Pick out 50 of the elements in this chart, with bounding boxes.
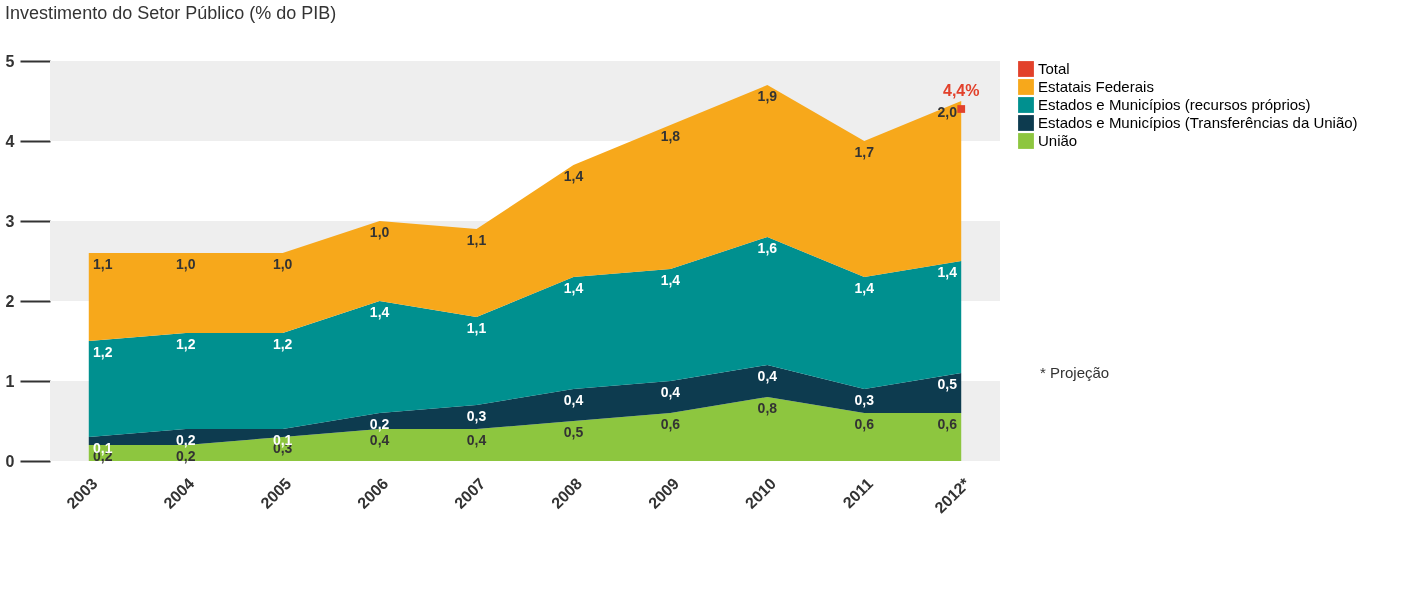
legend-label: Total	[1038, 60, 1070, 77]
data-label: 1,9	[757, 88, 778, 104]
legend-label: Estados e Municípios (recursos próprios)	[1038, 96, 1311, 113]
legend-label: União	[1038, 132, 1078, 149]
data-label: 0,5	[563, 424, 584, 440]
data-label: 1,1	[466, 232, 487, 248]
y-tick-label: 5	[5, 52, 15, 70]
data-label: 0,4	[466, 432, 487, 448]
y-tick-label: 3	[5, 212, 15, 230]
data-label: 0,4	[660, 384, 681, 400]
data-label: 0,5	[937, 376, 958, 392]
data-label: 1,8	[660, 128, 681, 144]
data-label: 1,4	[563, 168, 584, 184]
data-label: 1,4	[369, 304, 390, 320]
data-label: 0,4	[369, 432, 390, 448]
data-label: 0,2	[175, 432, 196, 448]
data-label: 1,4	[563, 280, 584, 296]
data-label: 0,4	[563, 392, 584, 408]
data-label: 1,6	[757, 240, 778, 256]
data-label: 2,0	[937, 104, 958, 120]
data-label: 1,4	[660, 272, 681, 288]
y-tick-label: 0	[5, 452, 15, 470]
data-label: 0,2	[175, 448, 196, 464]
data-label: 1,2	[175, 336, 196, 352]
legend-label: Estados e Municípios (Transferências da União)	[1038, 114, 1358, 131]
y-tick-label: 2	[5, 292, 15, 310]
data-label: 4,4%	[942, 82, 980, 99]
data-label: 1,0	[175, 256, 196, 272]
data-label: 0,6	[660, 416, 681, 432]
data-label: 1,0	[369, 224, 390, 240]
data-label: 0,3	[854, 392, 875, 408]
data-label: 0,2	[369, 416, 390, 432]
data-label: 1,1	[466, 320, 487, 336]
data-label: 1,2	[272, 336, 293, 352]
data-label: 0,6	[854, 416, 875, 432]
chart-title: Investimento do Setor Público (% do PIB)	[5, 3, 337, 23]
data-label: 0,4	[757, 368, 778, 384]
data-label: 1,4	[937, 264, 958, 280]
y-tick-label: 4	[5, 132, 15, 150]
data-label: 0,6	[937, 416, 958, 432]
data-label: 0,8	[757, 400, 778, 416]
legend-label: Estatais Federais	[1038, 78, 1154, 95]
text: * Projeção	[1040, 364, 1110, 381]
data-label: 1,1	[93, 256, 113, 272]
y-tick-label: 1	[5, 372, 15, 390]
data-label: 1,2	[93, 344, 113, 360]
data-label: 1,7	[854, 144, 875, 160]
data-label: 1,0	[272, 256, 293, 272]
data-label: 0,3	[466, 408, 487, 424]
data-label: 1,4	[854, 280, 875, 296]
